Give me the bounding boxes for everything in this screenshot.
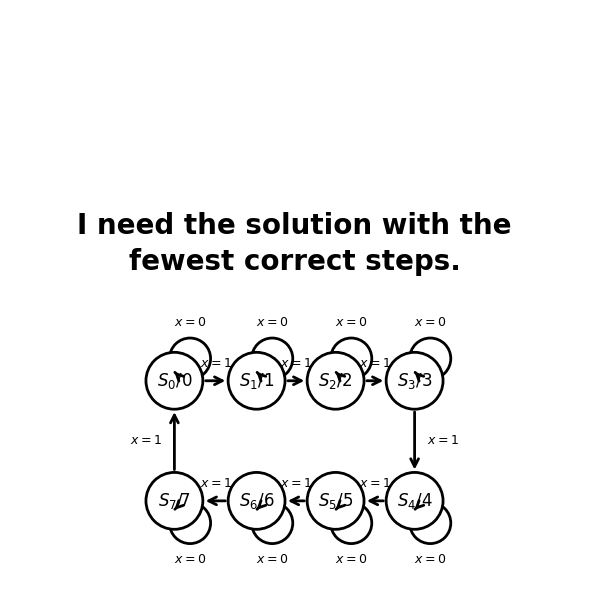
Circle shape <box>386 352 443 409</box>
Text: $x=0$: $x=0$ <box>256 553 289 566</box>
Circle shape <box>307 473 364 529</box>
Text: $x=0$: $x=0$ <box>335 315 368 329</box>
Text: $x=0$: $x=0$ <box>414 553 446 566</box>
Circle shape <box>386 473 443 529</box>
Text: $x=1$: $x=1$ <box>200 477 231 490</box>
Text: $x=1$: $x=1$ <box>280 357 312 370</box>
Text: $S_3/3$: $S_3/3$ <box>397 371 432 391</box>
Text: $x=1$: $x=1$ <box>200 357 231 370</box>
Text: $S_1/1$: $S_1/1$ <box>239 371 274 391</box>
Text: $x=0$: $x=0$ <box>335 553 368 566</box>
Text: $x=0$: $x=0$ <box>174 553 206 566</box>
Text: $S_4/4$: $S_4/4$ <box>397 491 432 511</box>
Text: $x=1$: $x=1$ <box>280 477 312 490</box>
Text: $x=1$: $x=1$ <box>359 477 391 490</box>
Text: I need the solution with the
fewest correct steps.: I need the solution with the fewest corr… <box>77 212 512 276</box>
Text: $S_2/2$: $S_2/2$ <box>319 371 353 391</box>
Text: $x=0$: $x=0$ <box>414 315 446 329</box>
Text: $S_0/0$: $S_0/0$ <box>157 371 192 391</box>
Text: $x=1$: $x=1$ <box>427 434 459 447</box>
Circle shape <box>228 473 285 529</box>
Text: $x=0$: $x=0$ <box>174 315 206 329</box>
Text: $S_6/6$: $S_6/6$ <box>239 491 274 511</box>
Text: Write VHDL code to implement the
finite-state machine described by
the state Dia: Write VHDL code to implement the finite-… <box>90 58 499 135</box>
Text: $S_5/5$: $S_5/5$ <box>318 491 353 511</box>
Text: $S_7/7$: $S_7/7$ <box>158 491 191 511</box>
Circle shape <box>307 352 364 409</box>
Text: $x=1$: $x=1$ <box>130 434 162 447</box>
Text: $x=0$: $x=0$ <box>256 315 289 329</box>
Text: $x=1$: $x=1$ <box>359 357 391 370</box>
Circle shape <box>146 352 203 409</box>
Circle shape <box>228 352 285 409</box>
Circle shape <box>146 473 203 529</box>
